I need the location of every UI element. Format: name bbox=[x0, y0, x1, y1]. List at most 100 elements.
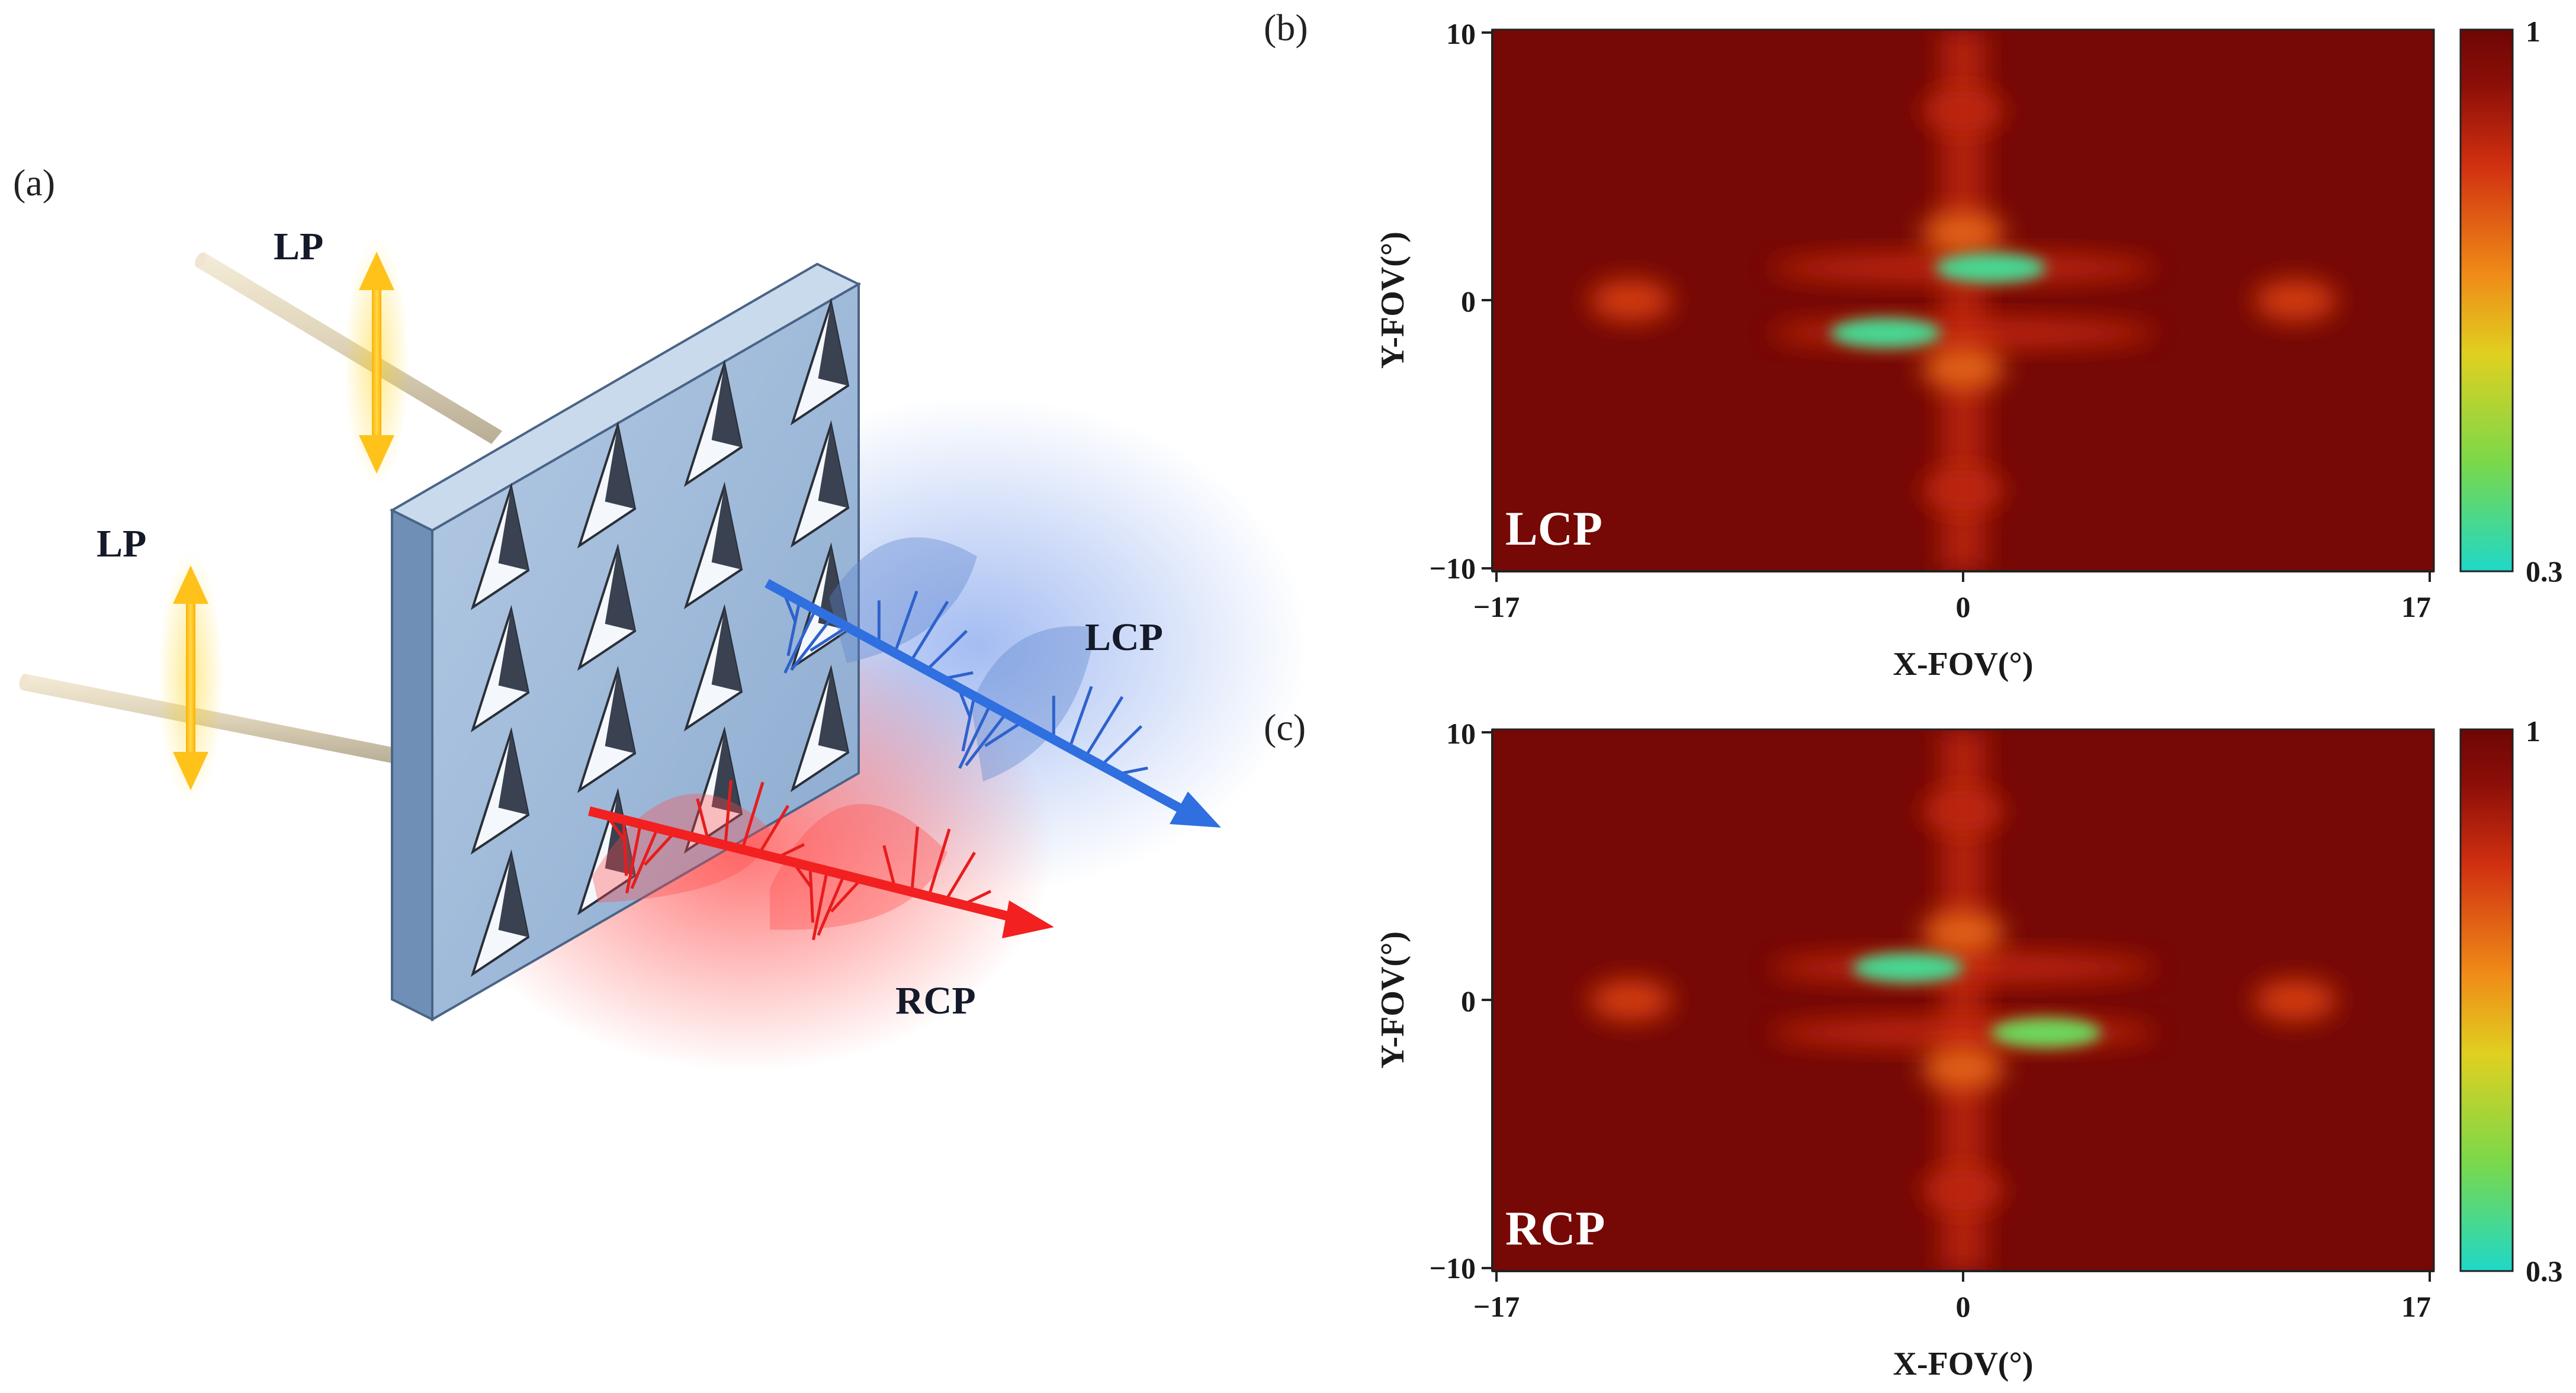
polarization-vector bbox=[808, 866, 815, 923]
rcp-output-label: RCP bbox=[895, 979, 976, 1022]
heatmap-spot bbox=[1589, 980, 1672, 1021]
heatmap-streak bbox=[1769, 318, 2157, 348]
colorbar-b-max: 1 bbox=[2526, 15, 2540, 48]
polarization-vector bbox=[630, 828, 659, 889]
polarization-vector bbox=[882, 845, 897, 889]
polarization-vector bbox=[786, 600, 801, 657]
colorbar-b: 1 0.3 bbox=[2459, 15, 2563, 588]
panel-c: (c) RCP 10 0 −10 Y-FOV(°) −17 0 17 X-FOV… bbox=[1264, 706, 2563, 1382]
heatmap-rcp bbox=[1492, 729, 2434, 1271]
meta-atom bbox=[577, 665, 637, 793]
polarization-vector bbox=[625, 823, 643, 894]
meta-atom bbox=[790, 420, 850, 548]
x-axis-b: −17 0 17 X-FOV(°) bbox=[1473, 570, 2434, 683]
heatmap-lcp bbox=[1492, 30, 2434, 571]
metasurface-plate bbox=[389, 262, 862, 1022]
polarization-vector bbox=[830, 878, 862, 913]
polarization-vector bbox=[961, 696, 976, 752]
polarization-vector bbox=[696, 798, 710, 842]
panel-b-letter: (b) bbox=[1264, 7, 1308, 49]
heatmap-spot bbox=[1921, 1047, 2005, 1089]
polarization-vector bbox=[757, 805, 789, 855]
lp-label-upper: LP bbox=[274, 225, 323, 268]
lcp-output-label: LCP bbox=[1085, 616, 1163, 659]
heatmap-spot bbox=[1921, 1169, 2005, 1211]
heatmap-lobe bbox=[1830, 318, 1941, 348]
heatmap-lobe bbox=[1935, 253, 2047, 283]
x-tick-b-mid: 0 bbox=[1956, 590, 1971, 623]
polarization-vector bbox=[927, 828, 951, 897]
meta-atom bbox=[683, 481, 743, 610]
lp-polarization-arrow-lower bbox=[158, 551, 223, 805]
meta-atom bbox=[683, 359, 743, 487]
heatmap-spot bbox=[1921, 212, 2005, 253]
lp-label-lower: LP bbox=[97, 522, 146, 565]
polarization-vector bbox=[926, 629, 968, 671]
polarization-vector bbox=[790, 617, 833, 671]
polarization-vector bbox=[1068, 686, 1093, 749]
meta-atom bbox=[470, 604, 530, 733]
panel-a: (a) LP LP bbox=[13, 162, 1309, 1072]
polarization-vector bbox=[741, 781, 765, 850]
meta-atom bbox=[470, 849, 530, 977]
y-tick-b-bottom: −10 bbox=[1430, 552, 1476, 585]
map-label-lcp: LCP bbox=[1505, 501, 1602, 555]
map-label-rcp: RCP bbox=[1505, 1201, 1605, 1255]
lcp-output-beam bbox=[765, 537, 1221, 828]
colorbar-c: 1 0.3 bbox=[2459, 715, 2563, 1288]
x-axis-title-c: X-FOV(°) bbox=[1893, 1346, 2034, 1382]
polarization-vector bbox=[910, 826, 919, 893]
polarization-vector bbox=[622, 819, 628, 876]
heatmap-spot bbox=[2254, 980, 2337, 1021]
meta-atom bbox=[577, 543, 637, 671]
meta-atom bbox=[683, 604, 743, 732]
polarization-vector bbox=[810, 625, 849, 652]
heatmap-lobe bbox=[1990, 1018, 2102, 1048]
x-tick-c-mid: 0 bbox=[1956, 1290, 1971, 1323]
colorbar-c-max: 1 bbox=[2526, 715, 2540, 748]
polarization-vector bbox=[817, 874, 846, 936]
heatmap-spot bbox=[1921, 348, 2005, 389]
y-tick-b-top: 10 bbox=[1446, 17, 1476, 50]
heatmap-spot bbox=[1921, 790, 2005, 831]
polarization-vector bbox=[984, 720, 1023, 747]
panel-c-letter: (c) bbox=[1264, 706, 1306, 748]
x-tick-b-right: 17 bbox=[2401, 590, 2431, 623]
heatmap-lobe bbox=[1852, 953, 1964, 983]
polarization-vector bbox=[1084, 696, 1124, 758]
y-tick-c-bottom: −10 bbox=[1430, 1252, 1476, 1285]
polarization-vector bbox=[812, 870, 829, 941]
polarization-vector bbox=[958, 704, 992, 769]
y-axis-title-c: Y-FOV(°) bbox=[1374, 931, 1411, 1069]
meta-atom bbox=[577, 421, 637, 549]
lp-polarization-arrow-upper bbox=[344, 238, 409, 487]
x-axis-title-b: X-FOV(°) bbox=[1893, 646, 2034, 683]
meta-atom-array bbox=[470, 298, 850, 977]
heatmap-spot bbox=[2254, 280, 2337, 321]
polarization-vector bbox=[944, 851, 976, 902]
x-tick-c-right: 17 bbox=[2401, 1290, 2431, 1323]
x-axis-c: −17 0 17 X-FOV(°) bbox=[1473, 1270, 2434, 1382]
colorbar-c-min: 0.3 bbox=[2526, 1254, 2563, 1288]
polarization-vector bbox=[909, 600, 949, 662]
x-tick-c-left: −17 bbox=[1473, 1290, 1520, 1323]
heatmap-spot bbox=[1921, 90, 2005, 131]
panel-a-letter: (a) bbox=[13, 162, 55, 204]
panel-b: (b) LCP 10 0 −10 Y-FOV(°) −17 0 17 X-FOV… bbox=[1264, 7, 2563, 683]
polarization-vector bbox=[783, 609, 817, 674]
polarization-vector bbox=[965, 712, 1007, 767]
heatmap-spot bbox=[1589, 280, 1672, 321]
meta-atom bbox=[470, 727, 530, 855]
meta-atom bbox=[790, 664, 850, 793]
y-tick-c-top: 10 bbox=[1446, 717, 1476, 750]
y-tick-b-mid: 0 bbox=[1461, 285, 1476, 318]
meta-atom bbox=[470, 482, 530, 610]
x-tick-b-left: −17 bbox=[1473, 590, 1520, 623]
meta-atom bbox=[790, 298, 850, 426]
y-tick-c-mid: 0 bbox=[1461, 985, 1476, 1018]
rcp-output-beam bbox=[588, 780, 1054, 941]
colorbar-b-min: 0.3 bbox=[2526, 555, 2563, 588]
polarization-vector bbox=[724, 780, 733, 846]
heatmap-spot bbox=[1921, 912, 2005, 953]
